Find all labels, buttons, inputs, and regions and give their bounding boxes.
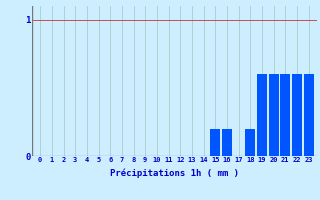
Bar bbox=[222, 129, 232, 156]
X-axis label: Précipitations 1h ( mm ): Précipitations 1h ( mm ) bbox=[110, 169, 239, 178]
Bar bbox=[257, 74, 267, 156]
Bar bbox=[222, 129, 232, 156]
Bar bbox=[292, 74, 302, 156]
Bar bbox=[304, 74, 314, 156]
Bar bbox=[210, 129, 220, 156]
Bar bbox=[304, 74, 314, 156]
Bar bbox=[280, 74, 290, 156]
Bar bbox=[245, 129, 255, 156]
Bar bbox=[257, 74, 267, 156]
Bar bbox=[280, 74, 290, 156]
Bar bbox=[245, 129, 255, 156]
Bar bbox=[210, 129, 220, 156]
Bar bbox=[269, 74, 279, 156]
Bar bbox=[269, 74, 279, 156]
Bar bbox=[292, 74, 302, 156]
